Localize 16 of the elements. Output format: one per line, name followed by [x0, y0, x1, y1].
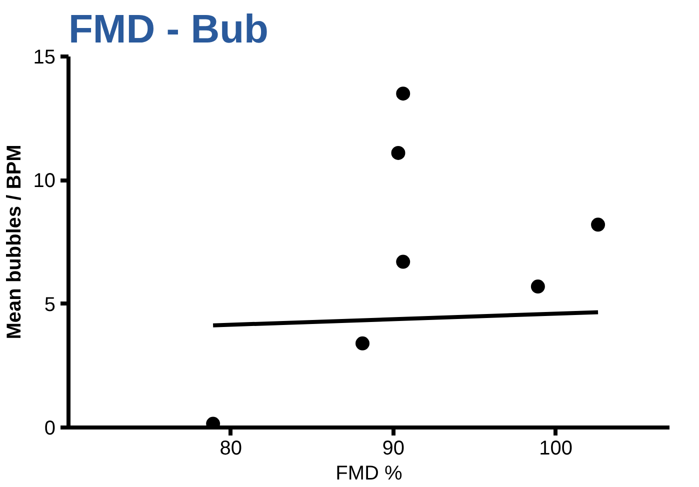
x-tick-label: 90	[382, 438, 404, 460]
x-axis-title: FMD %	[336, 462, 403, 484]
point	[396, 254, 410, 269]
point	[591, 218, 606, 232]
y-tick-label: 5	[44, 294, 56, 316]
y-tick-label: 0	[44, 418, 56, 440]
y-tick-label: 10	[33, 170, 56, 192]
point	[396, 86, 410, 101]
y-axis-title: Mean bubbles / BPM	[3, 144, 26, 340]
point	[391, 146, 406, 160]
chart-title: FMD - Bub	[68, 8, 268, 52]
point	[530, 280, 545, 294]
x-tick-label: 80	[220, 438, 242, 460]
point	[356, 336, 370, 350]
y-tick-label: 15	[33, 46, 56, 68]
x-tick-label: 100	[539, 438, 572, 460]
